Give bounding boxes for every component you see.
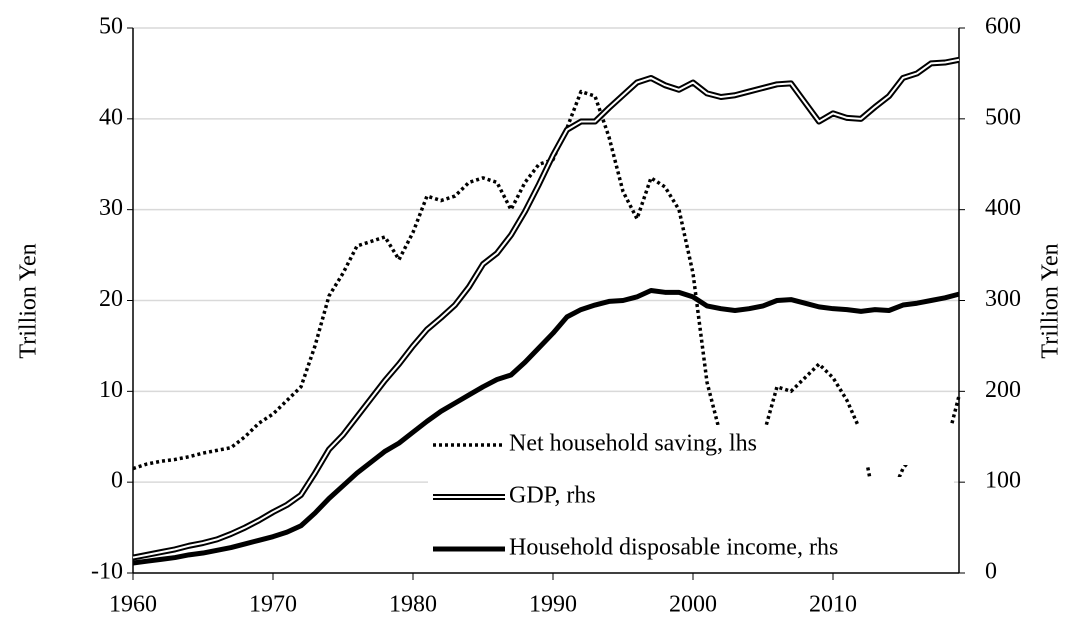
- y2-tick-label: 500: [985, 104, 1021, 130]
- y-tick-label: 20: [99, 286, 123, 312]
- y-tick-label: 50: [99, 14, 123, 40]
- x-tick-label: 2000: [669, 592, 717, 618]
- y2-tick-label: 0: [985, 559, 997, 585]
- y-axis-title: Trillion Yen: [16, 243, 42, 358]
- x-tick-label: 1960: [109, 592, 157, 618]
- y-tick-label: 0: [111, 468, 123, 494]
- series-line: [132, 89, 961, 507]
- y2-tick-label: 300: [985, 286, 1021, 312]
- series-line: [132, 288, 960, 566]
- series-line: [132, 58, 960, 559]
- y2-tick-label: 100: [985, 468, 1021, 494]
- legend-label: GDP, rhs: [509, 483, 596, 509]
- y2-tick-label: 200: [985, 377, 1021, 403]
- x-tick-label: 1970: [249, 592, 297, 618]
- y-tick-label: 40: [99, 104, 123, 130]
- x-tick-label: 1990: [529, 592, 577, 618]
- x-tick-label: 2010: [809, 592, 857, 618]
- legend-bg: [428, 425, 954, 465]
- legend-bg: [428, 477, 954, 517]
- y2-tick-label: 600: [985, 14, 1021, 40]
- legend-label: Net household saving, lhs: [509, 431, 757, 457]
- legend-bg: [428, 529, 954, 569]
- x-tick-label: 1980: [389, 592, 437, 618]
- y-tick-label: -10: [91, 559, 123, 585]
- y2-axis-title: Trillion Yen: [1038, 243, 1064, 358]
- legend-label: Household disposable income, rhs: [509, 535, 838, 561]
- y2-tick-label: 400: [985, 195, 1021, 221]
- y-tick-label: 10: [99, 377, 123, 403]
- y-tick-label: 30: [99, 195, 123, 221]
